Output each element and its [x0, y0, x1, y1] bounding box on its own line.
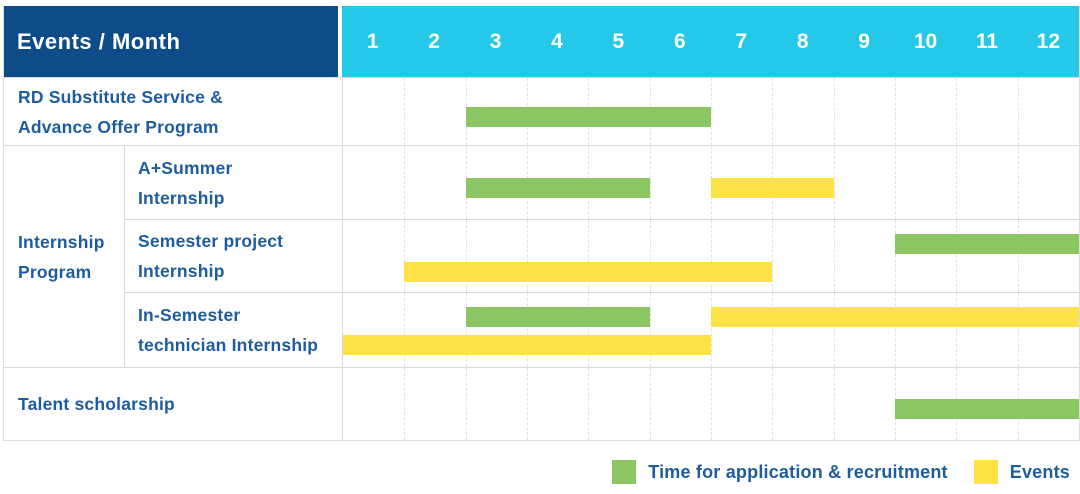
- month-header-9: 9: [858, 29, 870, 53]
- header-divider-gap: [338, 6, 342, 77]
- application-bar: [465, 307, 650, 327]
- month-gridline: [1017, 293, 1019, 367]
- legend-label: Events: [1009, 461, 1070, 482]
- month-header-6: 6: [673, 29, 686, 53]
- event-bar: [711, 307, 1079, 327]
- month-gridline: [527, 293, 528, 367]
- month-gridline: [404, 293, 406, 367]
- schedule-row-3: Semester project Internship: [4, 219, 1079, 292]
- month-gridline: [772, 293, 774, 367]
- month-gridline: [404, 146, 406, 219]
- table-body: RD Substitute Service & Advance Offer Pro…: [4, 77, 1079, 440]
- month-gridline: [404, 368, 406, 440]
- month-gridline: [772, 78, 774, 145]
- legend-item-application: Time for application & recruitment: [612, 460, 948, 484]
- row-label: In-Semester technician Internship: [125, 292, 342, 367]
- application-bar: [895, 399, 1079, 419]
- month-gridline: [833, 78, 835, 145]
- schedule-row-4: In-Semester technician Internship: [4, 292, 1079, 367]
- month-gridline: [772, 220, 774, 292]
- month-gridline: [465, 368, 467, 440]
- schedule-row-2: A+Summer Internship: [4, 145, 1079, 219]
- month-gridline: [833, 293, 835, 367]
- month-header-2: 2: [428, 29, 440, 53]
- row-label: Talent scholarship: [4, 367, 342, 440]
- month-header-row: 1 2 3 4 5 6 7 8 9 10 11 12: [342, 6, 1079, 77]
- month-header-4: 4: [551, 29, 563, 53]
- month-gridline: [833, 220, 835, 292]
- month-header-10: 10: [913, 29, 938, 53]
- application-bar: [465, 106, 711, 127]
- events-month-header-cell: Events / Month: [4, 6, 338, 77]
- row-timeline: [342, 292, 1079, 367]
- month-gridline: [711, 293, 712, 367]
- row-timeline: [342, 145, 1079, 219]
- schedule-table: Events / Month 1 2 3 4 5 6 7 8 9 10 11 12 RD Substi…: [3, 6, 1080, 441]
- month-gridline: [649, 368, 651, 440]
- row-timeline: [342, 219, 1079, 292]
- month-gridline: [956, 78, 958, 145]
- month-header-12: 12: [1036, 29, 1061, 53]
- event-bar: [404, 262, 773, 282]
- month-gridline: [711, 220, 712, 292]
- month-gridline: [895, 146, 896, 219]
- month-gridline: [649, 293, 651, 367]
- legend: Time for application & recruitment Events: [612, 460, 1070, 484]
- event-bar: [711, 177, 834, 198]
- schedule-row-5: Talent scholarship: [4, 367, 1079, 440]
- month-gridline: [711, 78, 712, 145]
- month-gridline: [588, 293, 590, 367]
- legend-label: Time for application & recruitment: [648, 461, 948, 482]
- row-label: Semester project Internship: [125, 219, 342, 292]
- legend-item-event: Events: [973, 460, 1070, 484]
- application-bar: [895, 234, 1079, 254]
- event-swatch-icon: [973, 460, 998, 484]
- month-header-5: 5: [612, 29, 625, 53]
- month-gridline: [956, 220, 958, 292]
- month-gridline: [833, 146, 835, 219]
- row-timeline: [342, 367, 1079, 440]
- month-header-1: 1: [366, 29, 379, 53]
- month-gridline: [1017, 220, 1019, 292]
- group-label-internship-program: Internship Program: [4, 145, 125, 367]
- event-bar: [343, 335, 711, 355]
- month-header-7: 7: [735, 29, 748, 53]
- month-gridline: [956, 293, 958, 367]
- schedule-row-1: RD Substitute Service & Advance Offer Pro…: [4, 77, 1079, 145]
- month-gridline: [833, 368, 835, 440]
- month-gridline: [465, 220, 467, 292]
- row-label: A+Summer Internship: [125, 145, 342, 219]
- month-gridline: [588, 220, 590, 292]
- month-gridline: [711, 368, 712, 440]
- month-gridline: [895, 293, 896, 367]
- month-gridline: [895, 78, 896, 145]
- month-gridline: [404, 78, 406, 145]
- month-gridline: [895, 220, 896, 292]
- month-gridline: [465, 293, 467, 367]
- month-gridline: [649, 146, 651, 219]
- month-gridline: [772, 368, 774, 440]
- row-timeline: [342, 77, 1079, 145]
- month-gridline: [956, 146, 958, 219]
- table-header-row: Events / Month 1 2 3 4 5 6 7 8 9 10 11 12: [4, 6, 1079, 77]
- month-header-11: 11: [975, 29, 999, 53]
- month-gridline: [649, 220, 651, 292]
- row-label: RD Substitute Service & Advance Offer Pro…: [4, 77, 342, 145]
- month-header-8: 8: [796, 29, 809, 53]
- month-gridline: [527, 368, 528, 440]
- month-header-3: 3: [489, 29, 502, 53]
- month-gridline: [588, 368, 590, 440]
- month-gridline: [404, 220, 406, 292]
- application-swatch-icon: [612, 460, 637, 484]
- application-bar: [465, 177, 650, 198]
- month-gridline: [1017, 78, 1019, 145]
- month-gridline: [527, 220, 528, 292]
- month-gridline: [1017, 146, 1019, 219]
